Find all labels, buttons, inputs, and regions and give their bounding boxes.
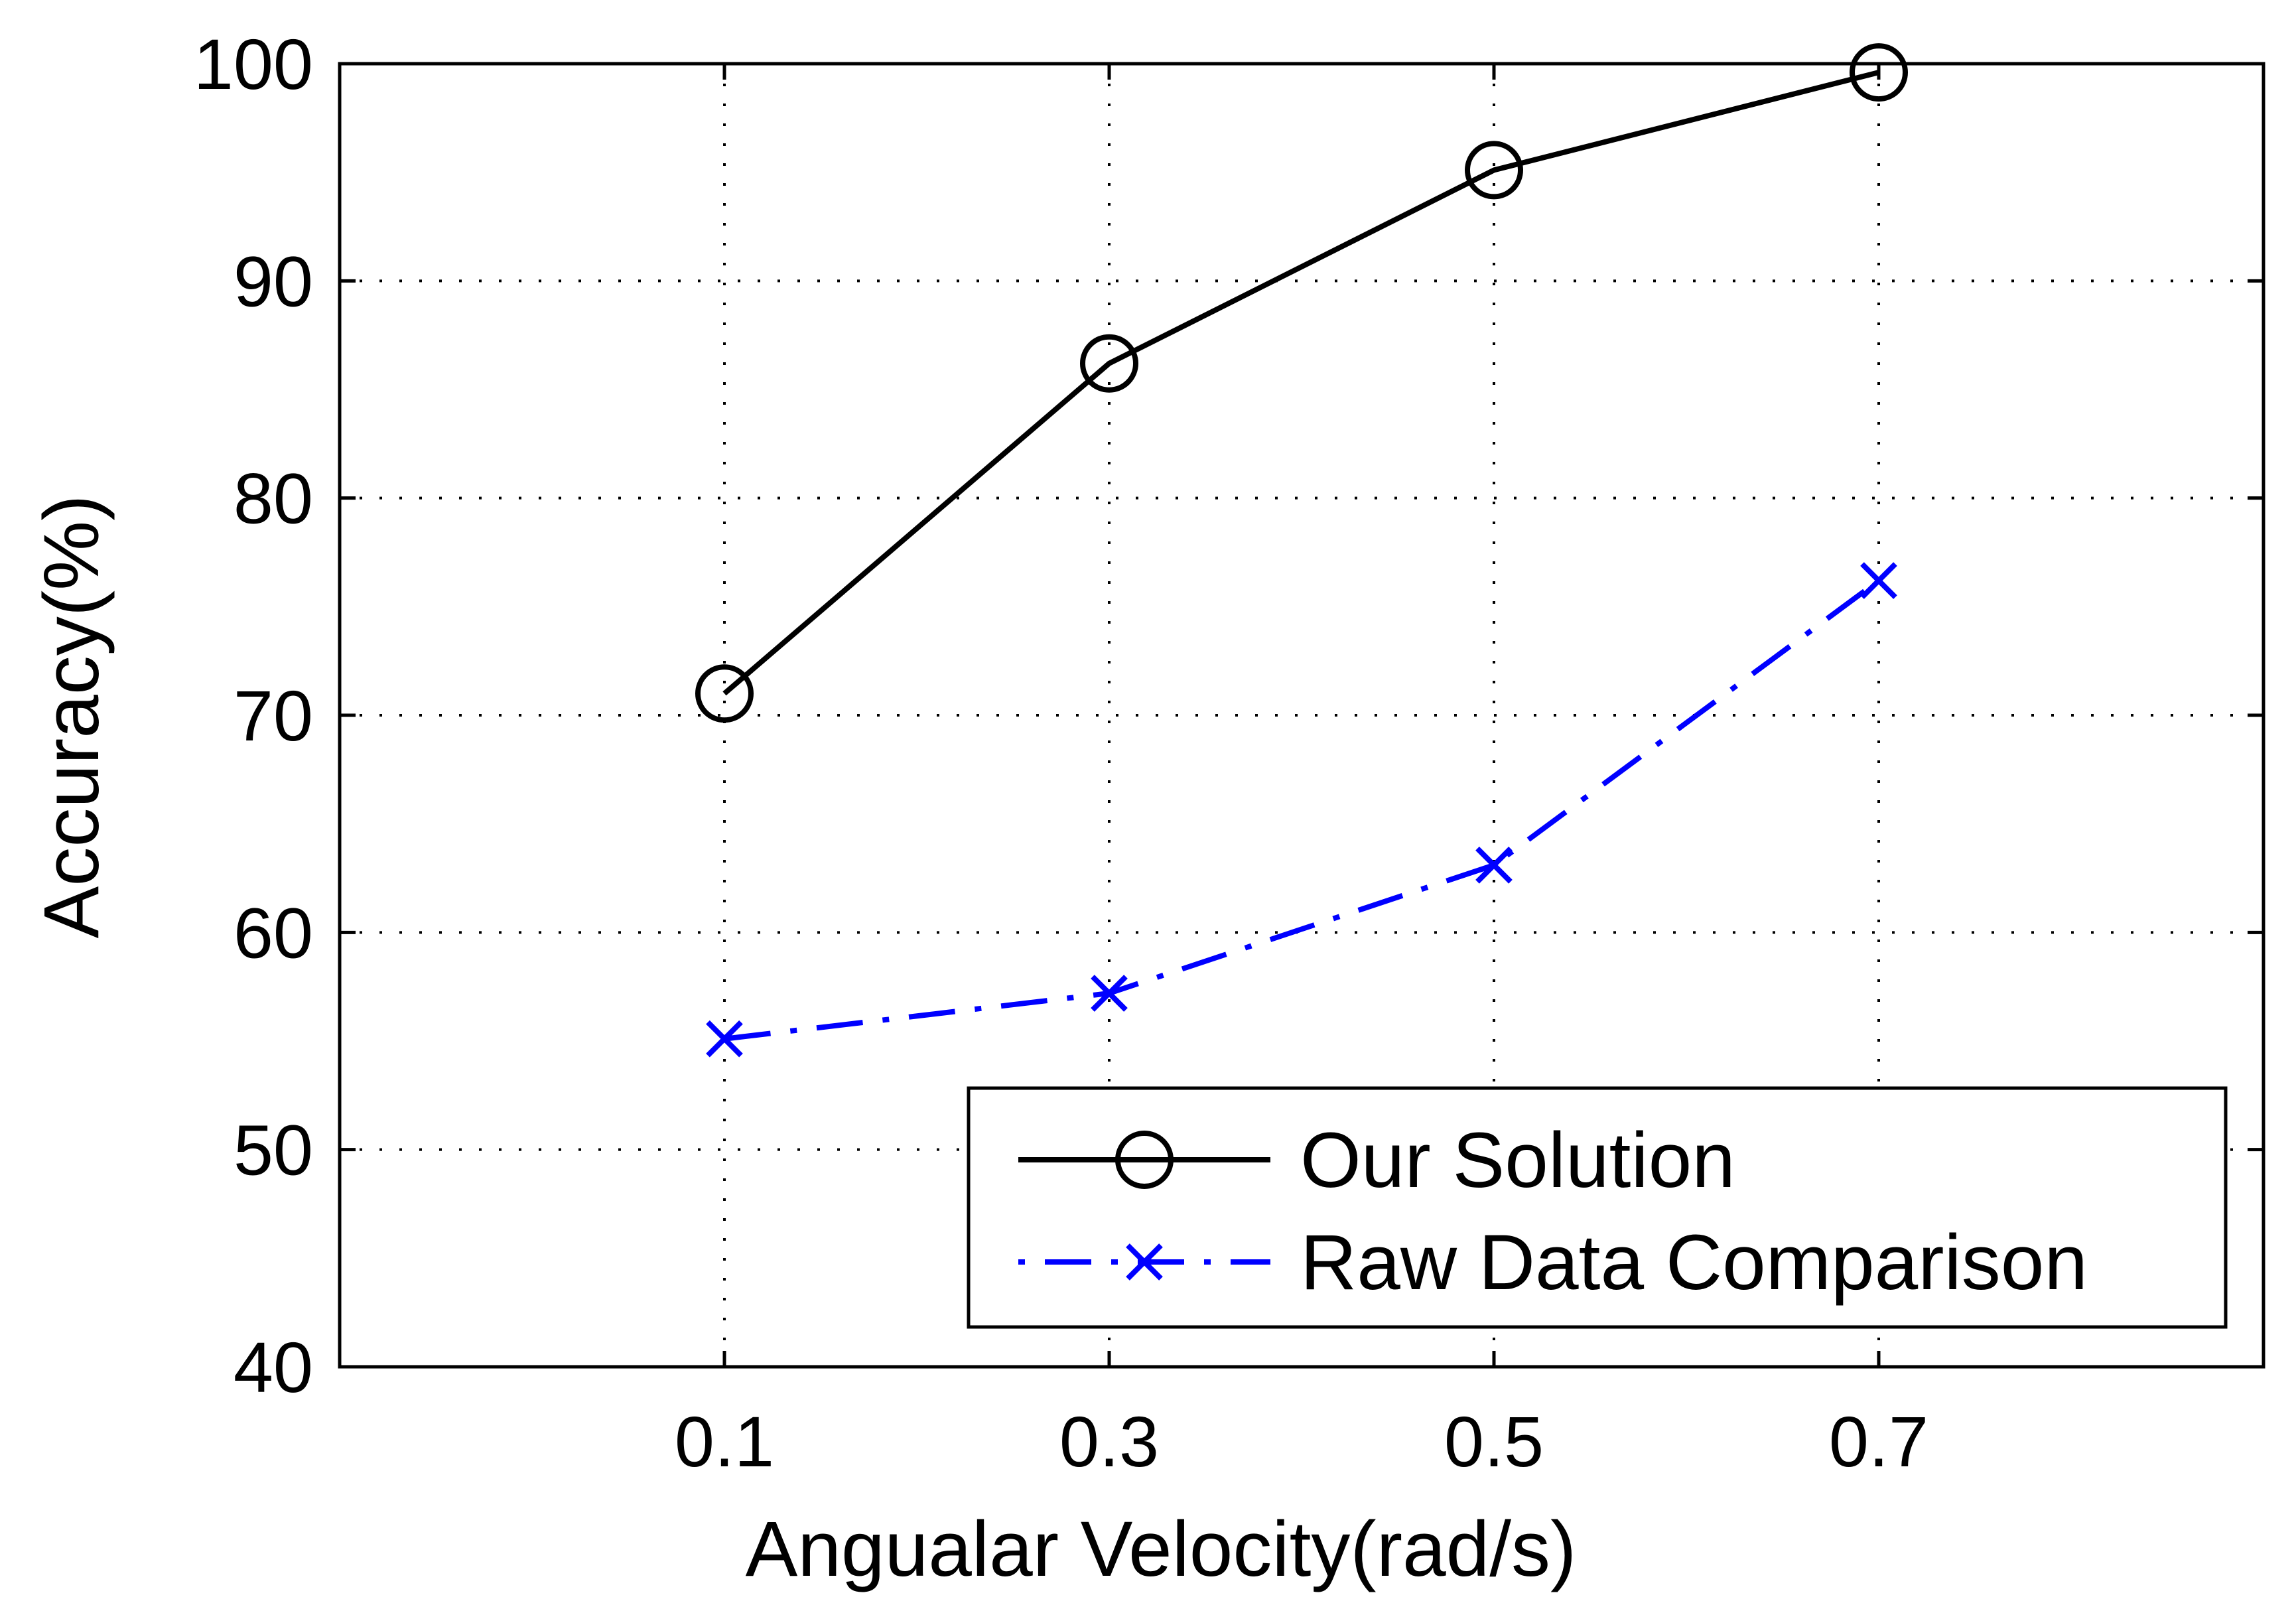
x-tick-label: 0.1	[675, 1401, 774, 1482]
series-line	[724, 578, 1881, 1042]
plot-axes	[338, 62, 2265, 1369]
legend-box	[967, 1086, 2228, 1329]
legend-x-marker	[1126, 1243, 1163, 1281]
series-0	[695, 43, 1908, 723]
series-line	[722, 70, 1879, 696]
legend-entry-raw-data-comparison: Raw Data Comparison	[1018, 1219, 2088, 1306]
y-tick-label: 100	[194, 24, 313, 104]
data-point-x	[1860, 562, 1897, 599]
y-tick-label: 40	[234, 1327, 313, 1407]
data-point-x	[1475, 847, 1513, 884]
x-tick-label: 0.3	[1059, 1401, 1159, 1482]
legend-label-raw-data-comparison: Raw Data Comparison	[1300, 1219, 2088, 1306]
x-tick-label: 0.5	[1444, 1401, 1544, 1482]
x-tick-label: 0.7	[1829, 1401, 1928, 1482]
y-axis-label: Accuracy(%)	[28, 495, 115, 939]
y-tick-label: 70	[234, 675, 313, 756]
grid-lines	[340, 64, 2263, 1367]
data-point-x	[1091, 975, 1128, 1012]
data-point-circle	[1850, 43, 1908, 102]
data-point-x	[706, 1020, 743, 1058]
y-tick-label: 60	[234, 892, 313, 973]
tick-labels: 40 50 60 70 80 90 100 0.1 0.3 0.5 0.7	[194, 24, 1928, 1482]
data-point-circle	[695, 664, 754, 723]
data-point-circle	[1080, 334, 1138, 393]
data-point-circle	[1465, 141, 1523, 200]
y-tick-label: 90	[234, 241, 313, 321]
plot-frame	[338, 62, 2265, 1369]
legend-circle-marker	[1115, 1131, 1174, 1189]
series-1	[706, 562, 1897, 1058]
legend-label-our-solution: Our Solution	[1300, 1117, 1735, 1204]
y-tick-label: 50	[234, 1110, 313, 1190]
x-axis-label: Angualar Velocity(rad/s)	[746, 1505, 1577, 1593]
y-tick-label: 80	[234, 458, 313, 539]
series-lines	[695, 43, 1908, 1058]
legend: Our Solution Raw Data Comparison	[967, 1086, 2228, 1329]
legend-entry-our-solution: Our Solution	[1018, 1117, 1735, 1204]
